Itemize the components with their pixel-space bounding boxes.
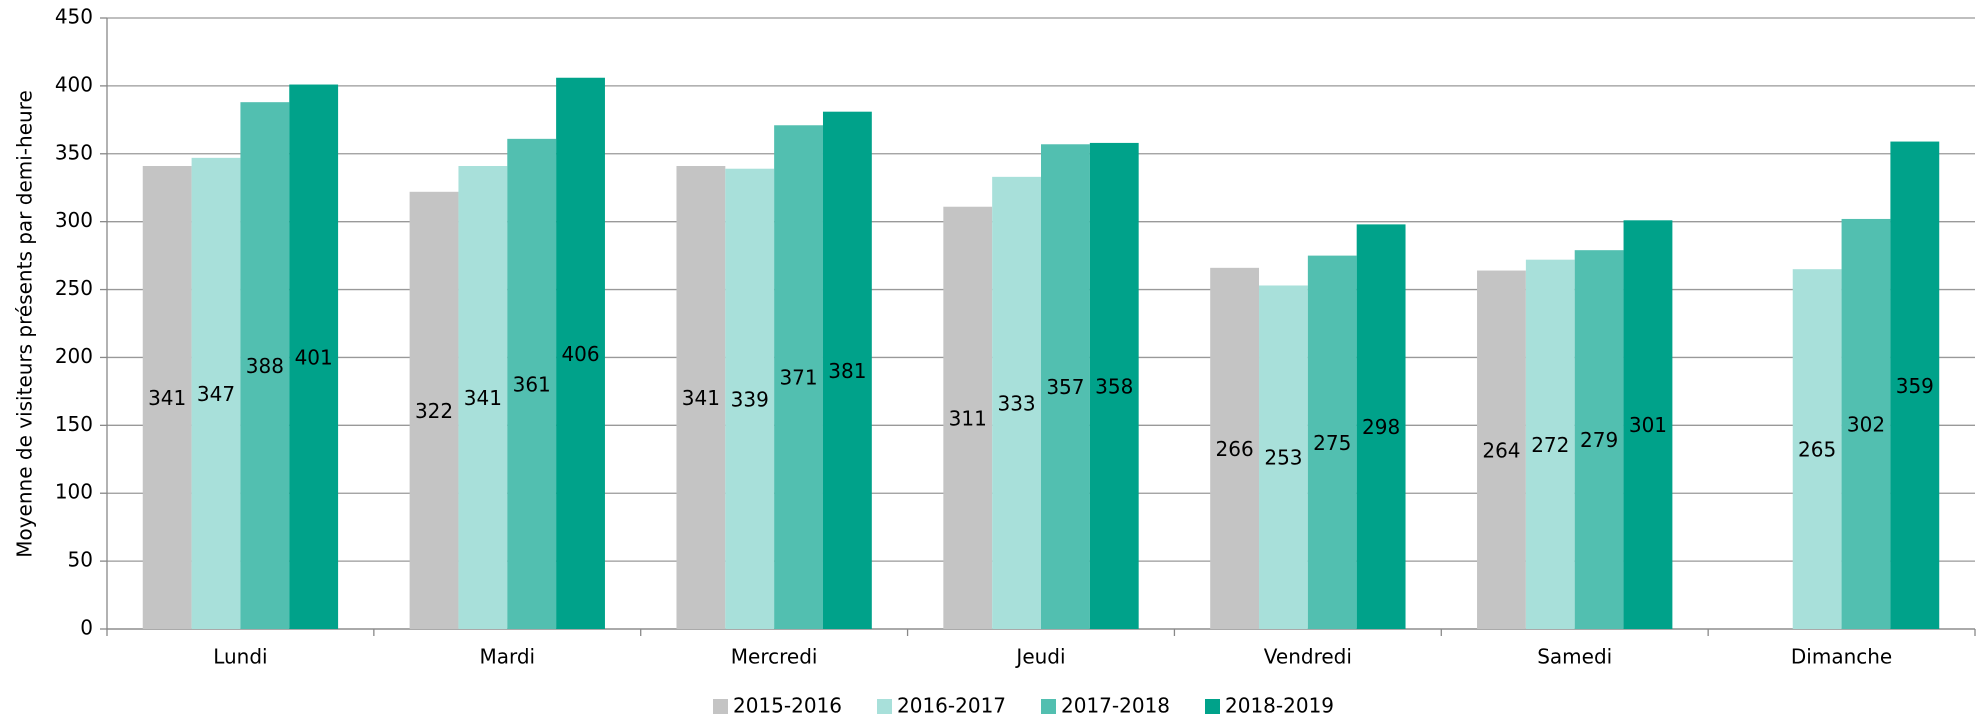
bar bbox=[676, 165, 726, 629]
bar bbox=[507, 138, 557, 629]
bar bbox=[1089, 142, 1139, 629]
y-axis-label: Moyenne de visiteurs présents par demi-h… bbox=[13, 90, 37, 558]
bar bbox=[191, 157, 241, 629]
bar bbox=[1307, 255, 1357, 629]
legend-label: 2018-2019 bbox=[1225, 694, 1334, 718]
legend-label: 2015-2016 bbox=[733, 694, 842, 718]
value-label: 371 bbox=[779, 366, 817, 390]
bar bbox=[1574, 250, 1624, 629]
bar bbox=[774, 125, 823, 630]
bar bbox=[1259, 285, 1308, 629]
y-tick-label: 50 bbox=[68, 548, 93, 572]
value-label: 302 bbox=[1847, 412, 1885, 436]
legend-swatch bbox=[1205, 699, 1220, 714]
x-tick-label: Mardi bbox=[479, 645, 535, 669]
legend-label: 2016-2017 bbox=[897, 694, 1006, 718]
bar bbox=[409, 191, 459, 629]
value-label: 279 bbox=[1580, 428, 1618, 452]
legend-swatch bbox=[877, 699, 892, 714]
value-label: 357 bbox=[1046, 375, 1084, 399]
bar bbox=[1525, 259, 1575, 629]
value-label: 253 bbox=[1264, 446, 1302, 470]
bar bbox=[943, 206, 993, 629]
bar bbox=[240, 102, 290, 629]
legend-swatch bbox=[713, 699, 728, 714]
value-label: 275 bbox=[1313, 431, 1351, 455]
bar bbox=[1623, 220, 1673, 629]
legend-label: 2017-2018 bbox=[1061, 694, 1170, 718]
bar bbox=[556, 77, 605, 629]
bar bbox=[822, 111, 872, 630]
value-label: 333 bbox=[997, 391, 1035, 415]
y-tick-label: 350 bbox=[55, 140, 93, 164]
value-label: 341 bbox=[464, 386, 502, 410]
x-tick-label: Dimanche bbox=[1791, 645, 1892, 669]
value-label: 298 bbox=[1362, 415, 1400, 439]
bar bbox=[1792, 269, 1842, 629]
value-label: 265 bbox=[1798, 438, 1836, 462]
bar bbox=[1356, 224, 1406, 630]
value-label: 341 bbox=[148, 386, 186, 410]
value-label: 264 bbox=[1482, 438, 1520, 462]
value-label: 272 bbox=[1531, 433, 1569, 457]
x-tick-label: Vendredi bbox=[1264, 645, 1352, 669]
y-tick-label: 250 bbox=[55, 276, 93, 300]
bar bbox=[1890, 141, 1940, 629]
bar bbox=[725, 168, 775, 630]
value-label: 388 bbox=[246, 354, 284, 378]
value-label: 339 bbox=[731, 387, 769, 411]
value-label: 401 bbox=[295, 345, 333, 369]
legend-swatch bbox=[1041, 699, 1056, 714]
bar bbox=[1041, 144, 1090, 630]
value-label: 406 bbox=[561, 342, 599, 366]
value-label: 347 bbox=[197, 382, 235, 406]
value-label: 341 bbox=[682, 386, 720, 410]
value-label: 381 bbox=[828, 359, 866, 383]
y-tick-label: 150 bbox=[55, 412, 93, 436]
bar bbox=[1477, 270, 1526, 629]
bar bbox=[289, 84, 339, 629]
value-label: 358 bbox=[1095, 374, 1133, 398]
value-label: 266 bbox=[1216, 437, 1254, 461]
y-tick-label: 0 bbox=[80, 616, 93, 640]
x-tick-label: Samedi bbox=[1537, 645, 1612, 669]
value-label: 361 bbox=[513, 372, 551, 396]
y-tick-label: 200 bbox=[55, 344, 93, 368]
bar bbox=[1841, 218, 1891, 629]
y-tick-label: 400 bbox=[55, 72, 93, 96]
y-tick-label: 100 bbox=[55, 480, 93, 504]
x-tick-label: Jeudi bbox=[1014, 645, 1065, 669]
x-tick-label: Lundi bbox=[213, 645, 267, 669]
x-tick-label: Mercredi bbox=[731, 645, 818, 669]
bar bbox=[142, 165, 192, 629]
value-label: 359 bbox=[1896, 374, 1934, 398]
bar bbox=[992, 176, 1041, 630]
value-label: 311 bbox=[949, 406, 987, 430]
bar bbox=[458, 165, 508, 629]
y-tick-label: 300 bbox=[55, 208, 93, 232]
value-label: 322 bbox=[415, 399, 453, 423]
value-label: 301 bbox=[1629, 413, 1667, 437]
bar bbox=[1210, 267, 1260, 629]
y-tick-label: 450 bbox=[55, 5, 93, 29]
